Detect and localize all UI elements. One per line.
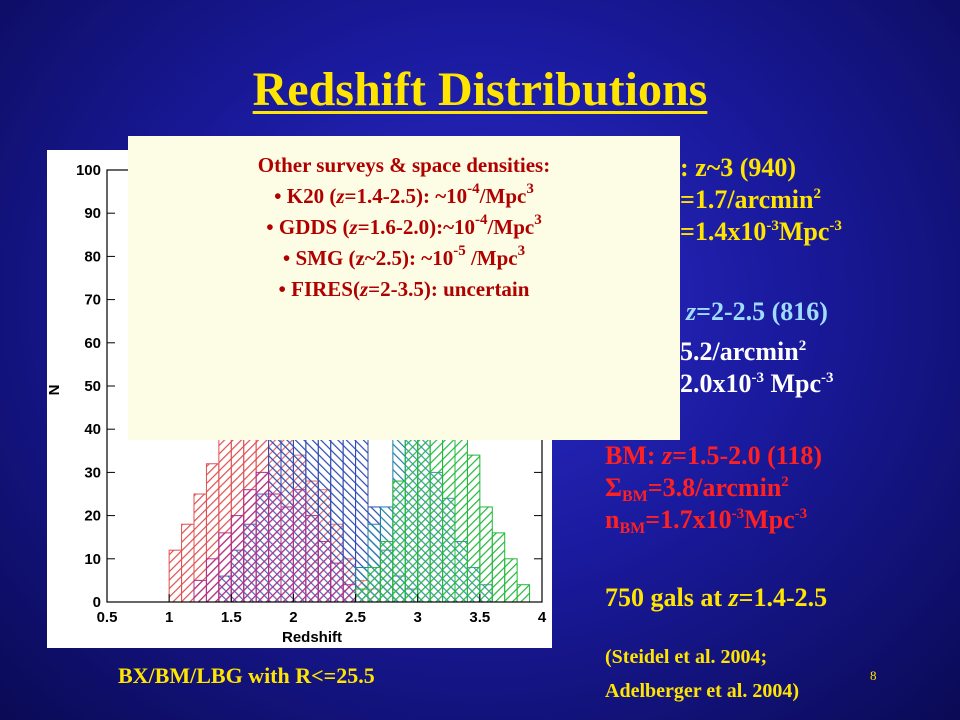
histogram-bar	[491, 532, 506, 603]
y-tick-label: 0	[93, 594, 101, 611]
histogram-bar	[330, 562, 344, 603]
total-galaxies: 750 gals at z=1.4-2.5	[605, 583, 828, 612]
bm-stats: BM: z=1.5-2.0 (118) ΣBM=3.8/arcmin2 nBM=…	[605, 440, 823, 537]
histogram-bar	[193, 579, 207, 603]
histogram-bar	[168, 549, 183, 603]
histogram-bar	[205, 558, 220, 603]
overlay-heading: Other surveys & space densities:	[257, 153, 551, 177]
histogram-bar	[379, 541, 394, 603]
x-tick-label: 3	[414, 609, 422, 626]
histogram-bar	[355, 588, 369, 603]
histogram-bar	[268, 493, 282, 603]
histogram-bar	[466, 454, 481, 603]
histogram-bar	[516, 584, 531, 603]
histogram-bar	[305, 515, 319, 603]
bx-line2: 5.2/arcmin2	[680, 337, 807, 366]
histogram-bar	[504, 558, 518, 603]
histogram-bar	[243, 489, 257, 603]
y-tick-label: 40	[84, 421, 101, 438]
histogram-bar	[255, 471, 270, 603]
bx-stats: z=2-2.5 (816)	[686, 296, 828, 328]
lbg-stats: : z~3 (940) =1.7/arcmin2 =1.4x10-3Mpc-3	[680, 152, 842, 248]
bx-stats-values: 5.2/arcmin2 2.0x10-3 Mpc-3	[680, 336, 834, 400]
page-number: 8	[870, 668, 877, 683]
x-tick-label: 2.5	[345, 609, 366, 626]
bm-line3: nBM=1.7x10-3Mpc-3	[605, 505, 808, 537]
reference-1: (Steidel et al. 2004;	[605, 646, 768, 668]
bm-line1: BM: z=1.5-2.0 (118)	[605, 441, 823, 470]
histogram-svg: 0 10 20 30 40 50 60 70 80 90 100 0.5 1 1.5 2 2.5 3 3.5 4 Re…	[47, 162, 547, 646]
x-axis-label: Redshift	[282, 629, 342, 646]
histogram-bar	[218, 532, 232, 603]
y-tick-label: 70	[84, 292, 101, 309]
histogram-bar	[317, 541, 332, 603]
other-surveys-box: Other surveys & space densities: • K20 (…	[128, 136, 680, 440]
x-tick-label: 2	[289, 609, 297, 626]
y-tick-label: 90	[84, 205, 101, 222]
histogram-bar	[292, 489, 307, 603]
histogram-bar	[280, 506, 294, 603]
y-tick-label: 30	[84, 464, 101, 481]
overlay-item-fires: • FIRES(z=2-3.5): uncertain	[278, 277, 530, 301]
lbg-line2: =1.7/arcmin2	[680, 185, 821, 214]
reference-2: Adelberger et al. 2004)	[605, 680, 800, 702]
bx-line3: 2.0x10-3 Mpc-3	[680, 369, 834, 398]
histogram-bar	[367, 566, 381, 603]
overlay-item-gdds: • GDDS (z=1.6-2.0):~10-4/Mpc3	[266, 212, 542, 240]
x-tick-label: 3.5	[469, 609, 490, 626]
histogram-bar	[392, 480, 406, 603]
histogram-bar	[230, 515, 245, 603]
x-tick-label: 1.5	[221, 609, 242, 626]
bm-line2: ΣBM=3.8/arcmin2	[605, 473, 789, 505]
y-tick-label: 80	[84, 248, 101, 265]
lbg-line1: : z~3 (940)	[680, 153, 797, 182]
y-tick-label: 10	[84, 551, 101, 568]
overlay-item-k20: • K20 (z=1.4-2.5): ~10-4/Mpc3	[274, 181, 534, 209]
x-tick-label: 4	[538, 609, 547, 626]
slide-title: Redshift Distributions	[252, 63, 708, 116]
y-tick-label: 100	[76, 162, 101, 179]
bx-line1: z=2-2.5 (816)	[686, 297, 828, 326]
y-axis-label: N	[47, 385, 63, 396]
plot-caption: BX/BM/LBG with R<=25.5	[118, 663, 375, 688]
references: (Steidel et al. 2004; Adelberger et al. …	[605, 640, 799, 708]
histogram-bar	[479, 506, 493, 603]
histogram-bar	[181, 523, 195, 603]
histogram-bar	[342, 584, 357, 603]
overlay-item-smg: • SMG (z~2.5): ~10-5 /Mpc3	[282, 243, 526, 271]
x-tick-label: 0.5	[97, 609, 118, 626]
y-tick-label: 20	[84, 508, 101, 525]
y-tick-label: 50	[84, 378, 101, 395]
lbg-line3: =1.4x10-3Mpc-3	[680, 217, 842, 246]
x-tick-label: 1	[165, 609, 173, 626]
y-tick-label: 60	[84, 335, 101, 352]
